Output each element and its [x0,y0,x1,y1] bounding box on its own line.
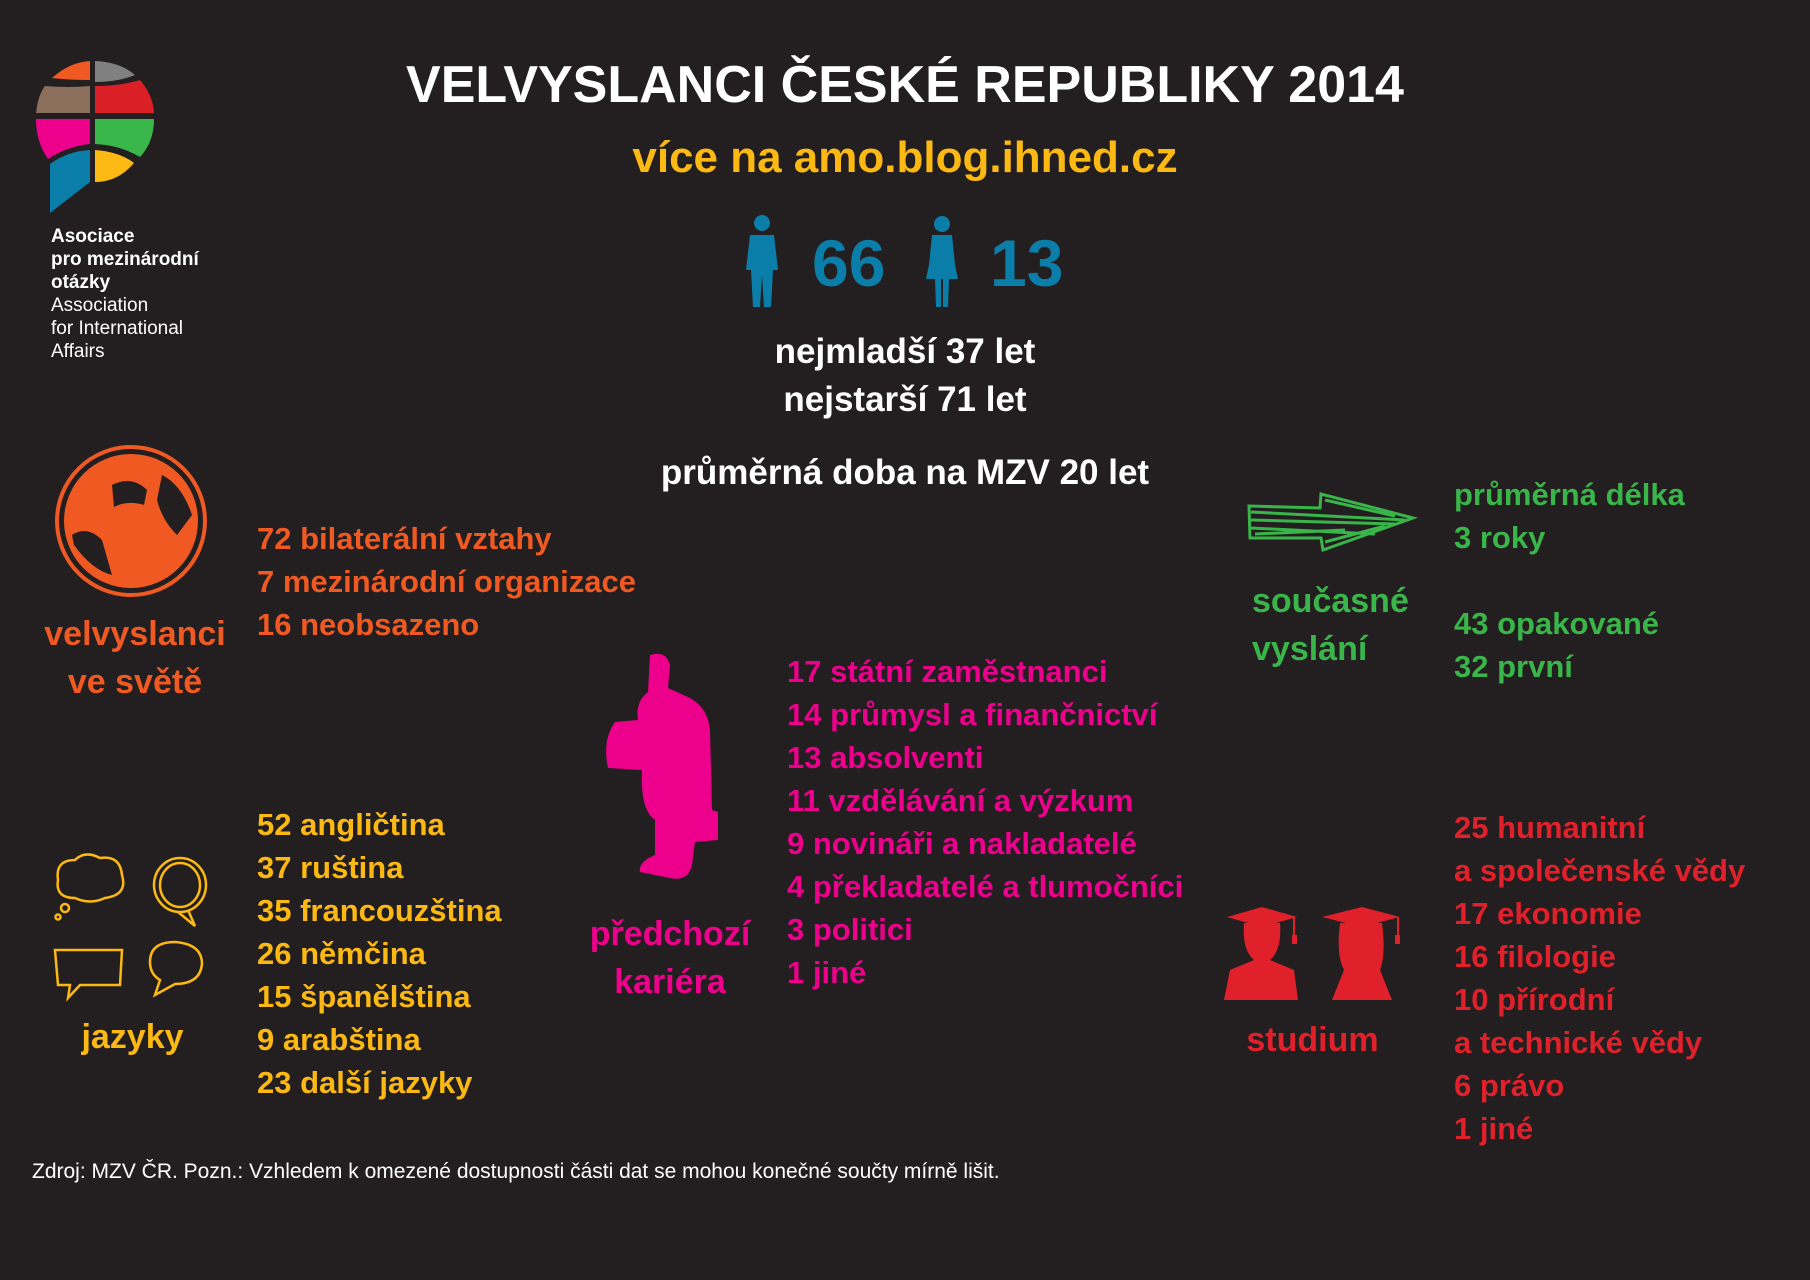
list-item: 52 angličtina [257,807,445,842]
logo-line: Affairs [51,341,105,362]
men-count: 66 [812,226,886,300]
career-label-line: kariéra [614,963,726,1001]
man-icon [746,215,778,307]
graduates-icon [1224,907,1400,1000]
arrow-icon [1247,492,1419,553]
study-label: studium [1246,1021,1379,1059]
list-item: 10 přírodní [1454,982,1615,1017]
languages-list: 52 angličtina 37 ruština 35 francouzštin… [257,803,502,1104]
posting-label-line: současné [1252,582,1409,620]
subtitle-link[interactable]: více na amo.blog.ihned.cz [632,133,1178,182]
list-item: 15 španělština [257,979,471,1014]
list-item: 13 absolventi [787,740,984,775]
list-item: 7 mezinárodní organizace [257,564,636,599]
list-item: 17 státní zaměstnanci [787,654,1108,689]
logo-line: pro mezinárodní [51,249,199,270]
list-item: 23 další jazyky [257,1065,473,1100]
list-item: 1 jiné [1454,1111,1534,1146]
list-item: 16 filologie [1454,939,1616,974]
career-label-line: předchozí [589,915,751,953]
career-label: předchozí kariéra [560,910,780,1006]
footer-source: Zdroj: MZV ČR. Pozn.: Vzhledem k omezené… [32,1160,1000,1183]
list-item: a společenské vědy [1454,853,1746,888]
list-item: 17 ekonomie [1454,896,1642,931]
logo-line: Asociace [51,226,135,247]
average-value: 3 roky [1454,520,1546,555]
logo-line: otázky [51,272,111,293]
list-item: 3 politici [787,912,913,947]
world-list: 72 bilaterální vztahy 7 mezinárodní orga… [257,517,636,646]
logo-text: Asociace pro mezinárodní otázky Associat… [51,225,199,363]
list-item: 72 bilaterální vztahy [257,521,552,556]
list-item: 43 opakované [1454,606,1660,641]
world-label: velvyslanci ve světě [30,610,240,706]
youngest-age: nejmladší 37 let [774,332,1036,371]
career-list: 17 státní zaměstnanci 14 průmysl a finan… [787,650,1183,994]
list-item: 1 jiné [787,955,867,990]
list-item: 9 arabština [257,1022,421,1057]
list-item: 25 humanitní [1454,810,1646,845]
posting-label: současné vyslání [1252,577,1409,673]
world-label-line: velvyslanci [44,615,226,653]
page-title: VELVYSLANCI ČESKÉ REPUBLIKY 2014 [406,56,1404,114]
list-item: 14 průmysl a finančnictví [787,697,1158,732]
list-item: 4 překladatelé a tlumočníci [787,869,1184,904]
list-item: 37 ruština [257,850,404,885]
list-item: 11 vzdělávání a výzkum [787,783,1134,818]
list-item: a technické vědy [1454,1025,1703,1060]
list-item: 26 němčina [257,936,426,971]
average-tenure: průměrná doba na MZV 20 let [660,453,1150,492]
posting-average: průměrná délka 3 roky [1454,473,1685,559]
world-label-line: ve světě [67,663,203,701]
study-list: 25 humanitní a společenské vědy 17 ekono… [1454,806,1745,1150]
oldest-age: nejstarší 71 let [783,380,1027,419]
businessman-icon [606,653,718,879]
amo-logo [36,61,154,213]
woman-icon [926,216,958,307]
logo-line: for International [51,318,184,339]
list-item: 6 právo [1454,1068,1565,1103]
list-item: 16 neobsazeno [257,607,480,642]
logo-line: Association [51,295,149,316]
women-count: 13 [990,226,1064,300]
list-item: 35 francouzština [257,893,502,928]
posting-list: 43 opakované 32 první [1454,602,1659,688]
list-item: 9 novináři a nakladatelé [787,826,1137,861]
languages-label: jazyky [81,1018,184,1056]
posting-label-line: vyslání [1252,630,1368,668]
list-item: 32 první [1454,649,1573,684]
globe-icon [55,445,207,597]
speech-bubbles-icon [53,853,208,1002]
average-label: průměrná délka [1454,477,1685,512]
